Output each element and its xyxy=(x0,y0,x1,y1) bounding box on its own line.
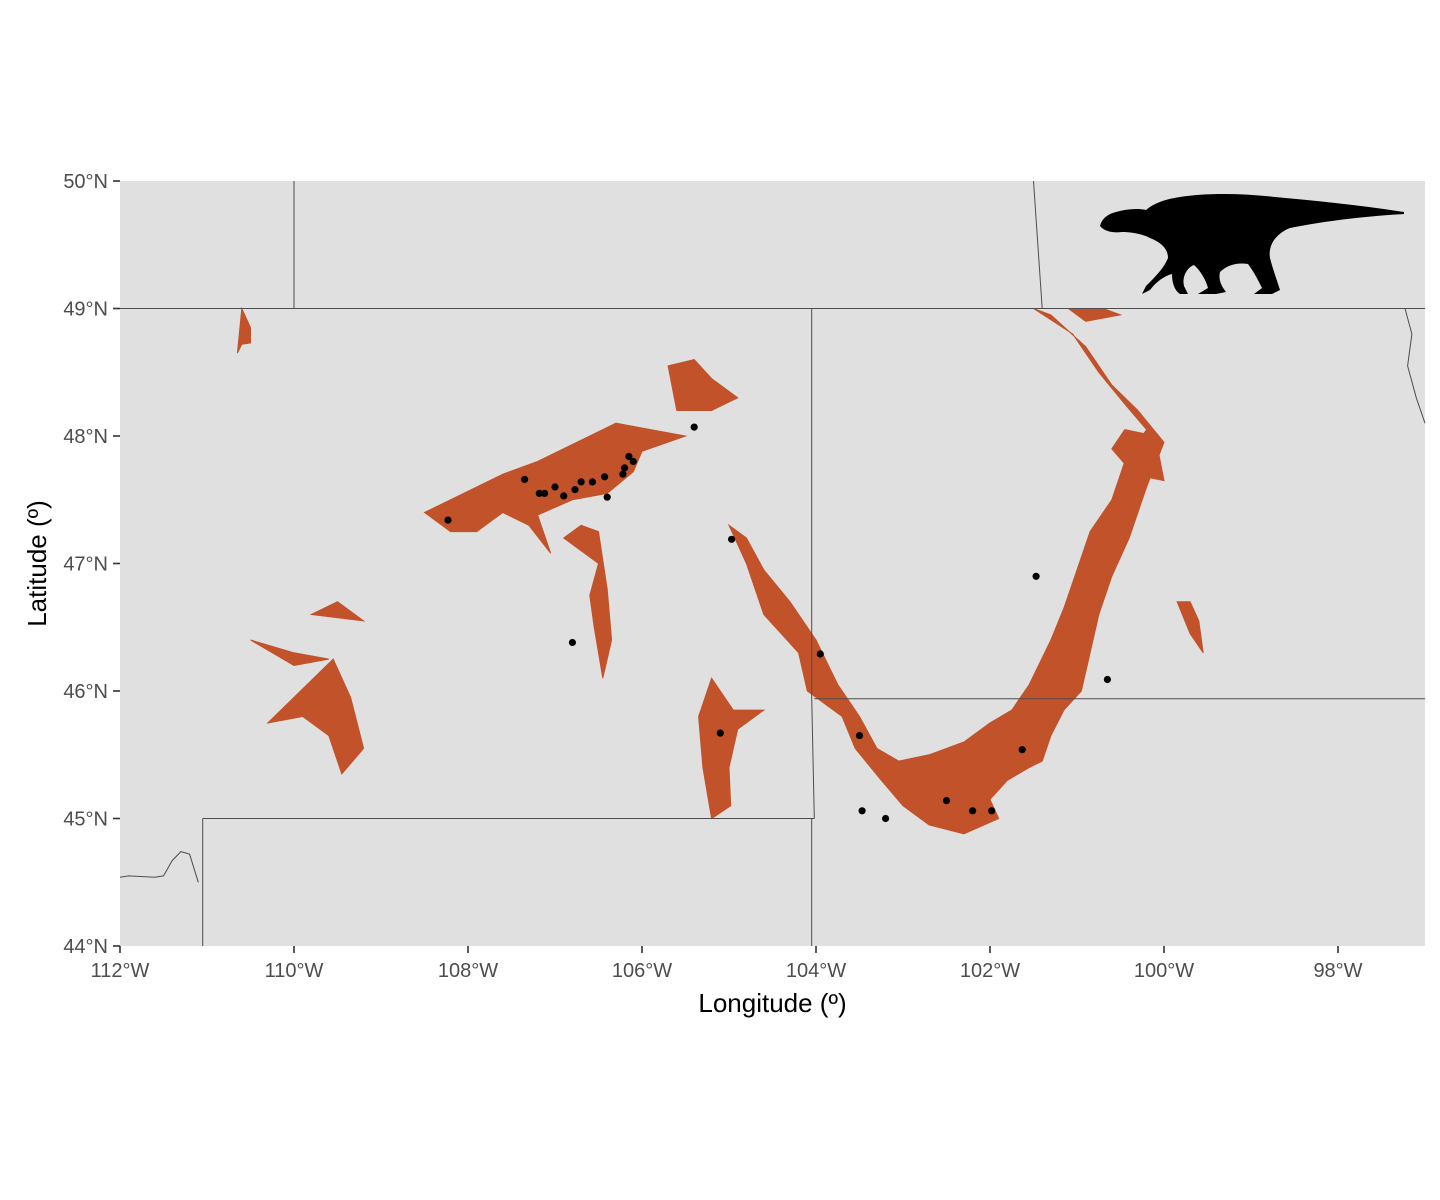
locality-point xyxy=(588,478,597,486)
locality-point xyxy=(521,475,529,483)
locality-point xyxy=(621,464,629,472)
outcrop-region xyxy=(1111,429,1165,482)
outcrop-region xyxy=(236,306,251,354)
y-tick-label: 46°N xyxy=(63,681,108,703)
state-border xyxy=(1033,180,1043,309)
x-tick-label: 100°W xyxy=(1134,960,1194,982)
locality-point xyxy=(619,470,627,478)
locality-point xyxy=(629,457,637,466)
locality-point xyxy=(603,493,611,501)
outcrop-region xyxy=(667,358,739,411)
outcrop-region xyxy=(309,601,366,622)
x-tick-label: 98°W xyxy=(1313,960,1362,982)
state-border xyxy=(1404,308,1426,424)
outcrop-region xyxy=(1176,601,1204,654)
x-tick-label: 112°W xyxy=(91,960,150,982)
y-tick-label: 48°N xyxy=(63,426,108,448)
locality-point xyxy=(601,473,609,481)
locality-point xyxy=(1018,746,1026,754)
locality-point xyxy=(568,638,577,647)
x-tick-label: 102°W xyxy=(960,960,1020,982)
y-tick-label: 44°N xyxy=(63,936,108,958)
x-tick-label: 106°W xyxy=(612,960,672,982)
y-tick-label: 47°N xyxy=(63,554,108,576)
x-axis-title: Longitude (º) xyxy=(698,988,846,1018)
locality-point xyxy=(551,483,559,491)
locality-point xyxy=(988,807,996,815)
locality-point xyxy=(444,516,452,524)
locality-point xyxy=(942,797,951,805)
y-tick-label: 49°N xyxy=(63,299,108,321)
hadrosaur-silhouette-icon xyxy=(1100,194,1404,294)
state-border-layer xyxy=(119,180,1426,946)
y-tick-label: 45°N xyxy=(63,809,108,831)
y-axis: 44°N 45°N 46°N 47°N 48°N 49°N 50°N xyxy=(63,171,120,958)
y-tick-label: 50°N xyxy=(63,171,108,193)
locality-point xyxy=(560,492,568,500)
outcrop-region xyxy=(562,524,613,679)
locality-point xyxy=(1032,572,1040,580)
locality-point xyxy=(716,729,724,737)
outcrop-region xyxy=(698,677,766,820)
x-axis: 112°W 110°W 108°W 106°W 104°W 102°W 100°W 98°W xyxy=(91,946,1363,982)
outcrop-region xyxy=(266,658,365,775)
locality-point xyxy=(855,732,864,740)
locality-point xyxy=(577,478,585,486)
x-tick-label: 104°W xyxy=(786,960,846,982)
x-tick-label: 110°W xyxy=(265,960,324,982)
locality-point xyxy=(1103,675,1111,684)
locality-point xyxy=(541,489,549,497)
locality-point xyxy=(816,650,824,658)
locality-point xyxy=(969,807,977,815)
locality-point xyxy=(858,807,866,815)
x-tick-label: 108°W xyxy=(438,960,498,982)
locality-point xyxy=(535,489,543,497)
locality-point xyxy=(625,452,633,460)
outcrop-region xyxy=(727,308,1165,835)
locality-point xyxy=(882,814,890,823)
y-axis-title: Latitude (º) xyxy=(22,500,52,627)
locality-point xyxy=(690,423,698,431)
state-border xyxy=(119,851,199,883)
map-panel xyxy=(120,181,1425,946)
state-border xyxy=(811,308,815,819)
outcrop-region xyxy=(250,639,329,667)
locality-point xyxy=(728,535,736,543)
locality-point xyxy=(571,486,579,494)
locality-points-layer xyxy=(444,423,1111,823)
